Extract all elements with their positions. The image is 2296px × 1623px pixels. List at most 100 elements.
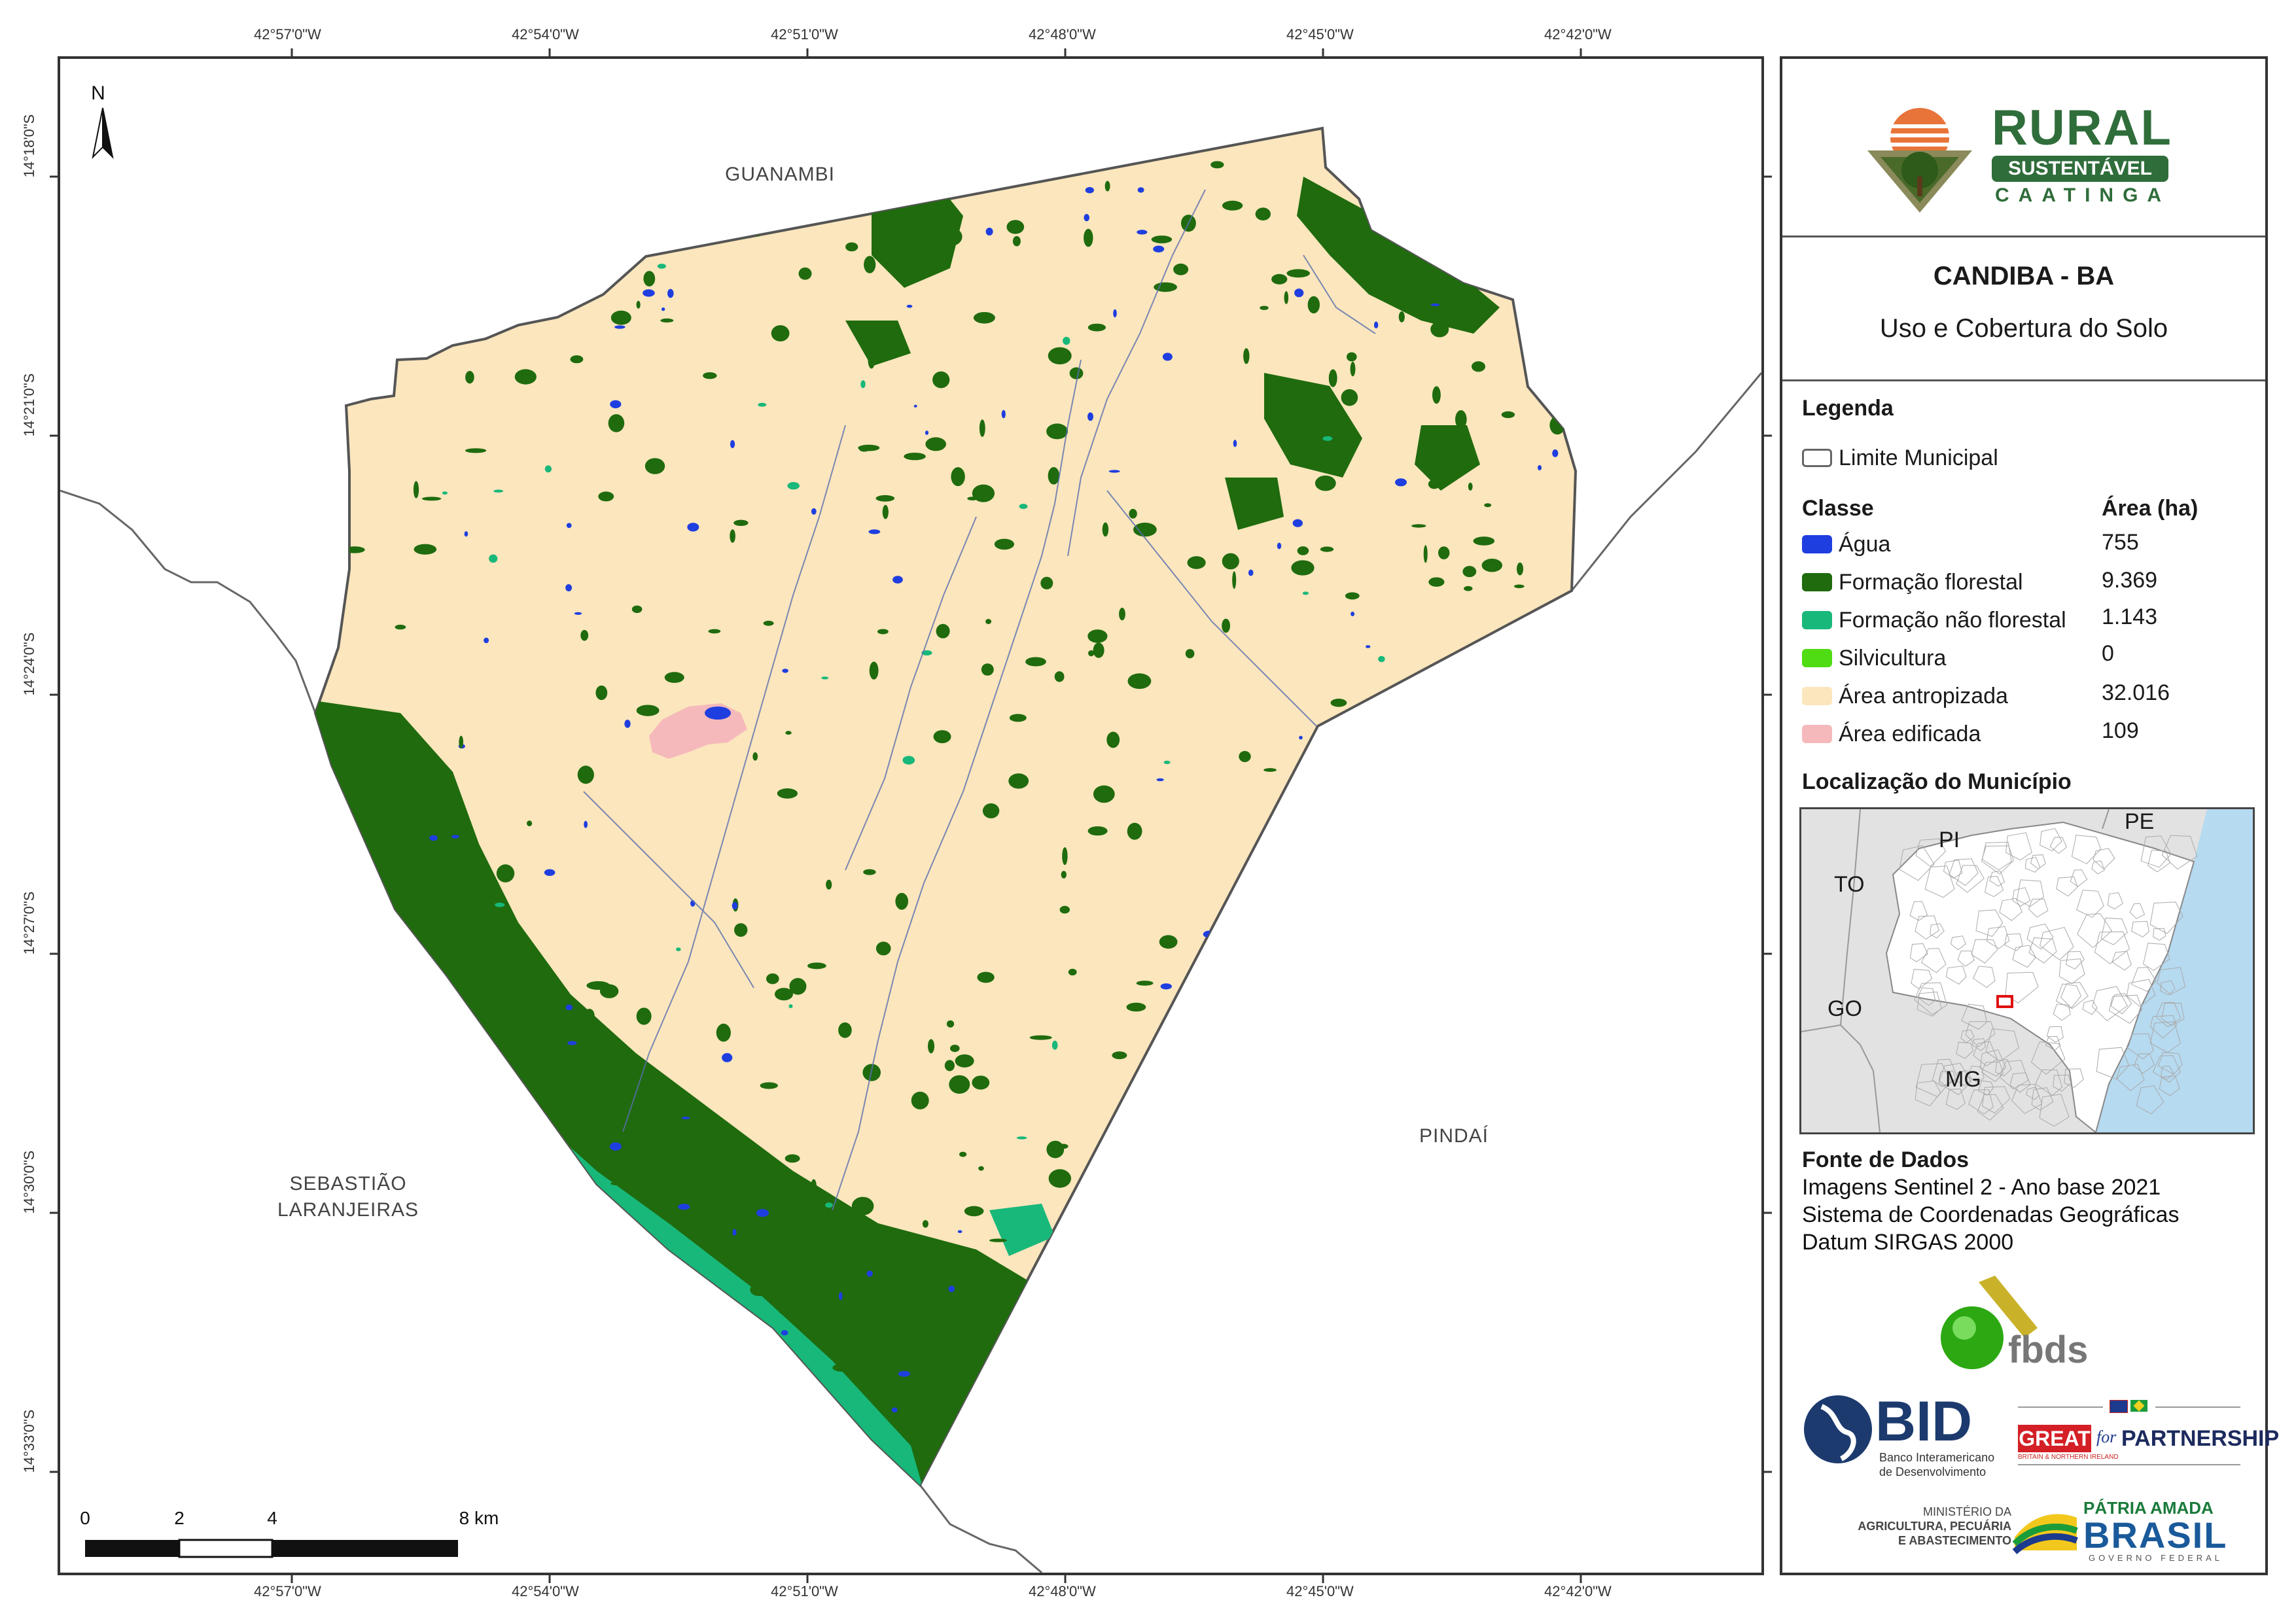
land-cover-patch bbox=[1330, 699, 1347, 707]
land-cover-patch bbox=[495, 902, 505, 907]
land-cover-patch bbox=[591, 1300, 595, 1308]
locator-municipality bbox=[2107, 892, 2123, 910]
land-cover-patch bbox=[1127, 673, 1152, 689]
land-cover-patch bbox=[1551, 1159, 1559, 1164]
land-cover-patch bbox=[710, 1349, 720, 1354]
land-cover-patch bbox=[1292, 519, 1303, 527]
legend-area-header: Área (ha) bbox=[2102, 496, 2199, 521]
bid-subtitle: Banco Interamericano bbox=[1879, 1451, 1995, 1464]
land-cover-patch bbox=[492, 1227, 500, 1232]
land-cover-patch bbox=[1232, 571, 1237, 589]
land-cover-patch bbox=[1359, 234, 1382, 240]
locator-map[interactable]: PI PE TO GO MG bbox=[1799, 807, 2255, 1134]
land-cover-patch bbox=[1356, 1286, 1375, 1296]
locator-municipality bbox=[2026, 1087, 2040, 1100]
land-cover-patch bbox=[374, 910, 395, 927]
land-cover-patch bbox=[1277, 542, 1282, 550]
land-cover-patch bbox=[798, 267, 812, 280]
land-cover-patch bbox=[1067, 1206, 1087, 1221]
land-cover-patch bbox=[529, 1030, 552, 1046]
land-cover-patch bbox=[336, 945, 343, 952]
locator-municipality bbox=[2045, 1036, 2061, 1051]
land-cover-patch bbox=[1566, 1092, 1576, 1100]
land-cover-patch bbox=[843, 1227, 866, 1234]
land-cover-patch bbox=[1305, 1019, 1320, 1026]
land-cover-patch bbox=[1001, 410, 1006, 419]
scale-label: 0 bbox=[80, 1508, 90, 1528]
land-cover-patch bbox=[1464, 585, 1473, 591]
land-cover-patch bbox=[1162, 353, 1173, 361]
land-cover-patch bbox=[1462, 566, 1477, 578]
land-cover-map[interactable]: N 0 2 4 8 km bbox=[60, 59, 1761, 1573]
land-cover-patch bbox=[904, 453, 926, 461]
land-cover-patch bbox=[1426, 1095, 1446, 1108]
land-cover-patch bbox=[1122, 1143, 1139, 1161]
land-cover-patch bbox=[875, 495, 895, 502]
land-cover-patch bbox=[1555, 249, 1576, 256]
locator-municipality bbox=[2134, 1053, 2155, 1074]
land-cover-patch bbox=[1048, 347, 1072, 364]
land-cover-patch bbox=[1492, 252, 1510, 265]
land-cover-patch bbox=[1389, 721, 1407, 729]
land-cover-patch bbox=[1464, 1228, 1475, 1235]
land-cover-patch bbox=[371, 1425, 382, 1430]
locator-municipality bbox=[1961, 1003, 1988, 1030]
land-cover-patch bbox=[1048, 467, 1060, 485]
north-label: N bbox=[91, 82, 105, 104]
land-cover-patch bbox=[566, 523, 572, 529]
legend-class-area: 0 bbox=[2102, 641, 2114, 666]
land-cover-patch bbox=[645, 458, 665, 474]
logo-rural-text: RURAL bbox=[1992, 100, 2172, 156]
land-cover-patch bbox=[1159, 935, 1178, 949]
land-cover-patch bbox=[964, 1206, 984, 1217]
land-cover-patch bbox=[1226, 1225, 1241, 1238]
land-cover-patch bbox=[985, 228, 993, 236]
land-cover-patch bbox=[667, 288, 674, 298]
locator-municipality bbox=[2040, 927, 2074, 960]
scale-label: 4 bbox=[267, 1508, 277, 1528]
land-cover-patch bbox=[766, 188, 779, 191]
bid-globe-icon bbox=[1804, 1395, 1872, 1463]
land-cover-patch bbox=[779, 1311, 788, 1314]
land-cover-patch bbox=[342, 903, 351, 909]
land-cover-patch bbox=[973, 312, 995, 324]
land-cover-patch bbox=[565, 1246, 575, 1252]
land-cover-patch bbox=[1549, 1215, 1561, 1230]
land-cover-patch bbox=[785, 731, 792, 735]
land-cover-patch bbox=[631, 605, 643, 613]
land-cover-patch bbox=[361, 1013, 370, 1017]
land-cover-patch bbox=[1104, 1312, 1110, 1319]
locator-municipality bbox=[2149, 1021, 2181, 1053]
land-cover-patch bbox=[531, 153, 550, 169]
locator-municipality bbox=[1965, 1021, 1996, 1047]
land-cover-patch bbox=[496, 864, 515, 882]
brasil-flag-icon bbox=[2008, 1498, 2080, 1557]
land-cover-patch bbox=[1299, 735, 1303, 740]
land-cover-patch bbox=[1112, 1051, 1127, 1060]
land-cover-patch bbox=[1263, 768, 1277, 772]
land-cover-patch bbox=[1087, 412, 1093, 421]
land-cover-patch bbox=[951, 467, 965, 487]
land-cover-patch bbox=[598, 491, 614, 502]
land-cover-patch bbox=[1377, 263, 1400, 279]
land-cover-patch bbox=[1407, 1325, 1417, 1342]
land-cover-patch bbox=[1538, 465, 1542, 470]
locator-municipality bbox=[2161, 1003, 2185, 1026]
land-cover-patch bbox=[1294, 288, 1304, 298]
land-cover-patch bbox=[1006, 220, 1025, 234]
land-cover-patch bbox=[1046, 423, 1069, 440]
land-cover-patch bbox=[1286, 269, 1310, 278]
land-cover-patch bbox=[1492, 1239, 1497, 1248]
land-cover-patch bbox=[1108, 470, 1120, 473]
longitude-label-top: 42°48'0"W bbox=[1029, 26, 1096, 43]
land-cover-patch bbox=[1187, 1415, 1207, 1423]
map-frame[interactable]: N 0 2 4 8 km GUANAMBI PINDAÍ SEBASTIÃO L… bbox=[58, 56, 1764, 1575]
legend-item-area-edificada: Área edificada bbox=[1802, 721, 1981, 747]
land-cover-patch bbox=[1133, 1386, 1144, 1395]
land-cover-patch bbox=[1009, 714, 1027, 722]
land-cover-patch bbox=[1195, 1375, 1208, 1386]
land-cover-patch bbox=[957, 1230, 963, 1233]
legend-class-name: Formação não florestal bbox=[1839, 607, 2066, 633]
land-cover-patch bbox=[1440, 1304, 1449, 1308]
scale-label: 8 km bbox=[459, 1508, 499, 1528]
